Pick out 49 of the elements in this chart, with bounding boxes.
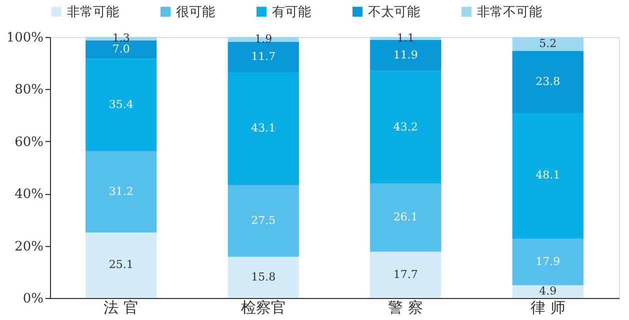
bar xyxy=(370,184,442,252)
data-label: 17.9 xyxy=(536,254,560,268)
data-label: 27.5 xyxy=(251,214,276,227)
bar xyxy=(228,184,299,257)
data-label: 1.9 xyxy=(254,32,272,46)
data-label: 11.7 xyxy=(251,50,276,64)
x-tick-label: 警 察 xyxy=(388,298,424,316)
data-label: 35.4 xyxy=(108,98,134,111)
bar xyxy=(512,50,584,113)
bar xyxy=(512,285,584,298)
bar xyxy=(86,40,157,59)
bar xyxy=(228,256,299,298)
data-label: 4.9 xyxy=(539,284,557,298)
y-tick-label: 40% xyxy=(14,187,44,202)
y-tick-label: 100% xyxy=(6,30,44,46)
bar xyxy=(512,238,584,286)
bar xyxy=(86,232,157,298)
data-label: 11.9 xyxy=(393,48,418,62)
legend-label: 不太可能 xyxy=(368,4,420,20)
data-label: 48.1 xyxy=(536,168,560,182)
data-label: 15.8 xyxy=(251,270,276,284)
y-tick-label: 0% xyxy=(22,292,44,306)
legend-label: 很可能 xyxy=(176,4,215,20)
data-label: 31.2 xyxy=(108,184,134,198)
bar xyxy=(86,58,157,152)
y-tick-label: 60% xyxy=(14,134,44,150)
data-label: 25.1 xyxy=(108,258,134,272)
bar xyxy=(86,151,157,232)
data-label: 5.2 xyxy=(539,37,557,50)
x-tick-label: 检察官 xyxy=(240,298,286,316)
data-label: 23.8 xyxy=(536,74,560,88)
bar xyxy=(512,37,584,51)
legend-label: 非常可能 xyxy=(67,4,119,20)
data-label: 26.1 xyxy=(393,210,418,224)
data-label: 43.2 xyxy=(393,120,418,134)
bar xyxy=(228,42,299,72)
data-label: 43.1 xyxy=(251,122,276,135)
bar xyxy=(512,112,584,238)
bar xyxy=(370,70,442,184)
data-label: 17.7 xyxy=(393,268,418,281)
legend-label: 有可能 xyxy=(272,4,311,20)
legend-label: 非常不可能 xyxy=(477,4,542,20)
bar xyxy=(228,72,299,185)
y-tick-label: 20% xyxy=(14,239,44,254)
y-tick-label: 80% xyxy=(14,82,44,98)
x-tick-label: 律 师 xyxy=(530,298,566,316)
x-tick-label: 法 官 xyxy=(104,298,139,316)
bar xyxy=(370,252,442,298)
data-label: 7.0 xyxy=(112,42,130,56)
